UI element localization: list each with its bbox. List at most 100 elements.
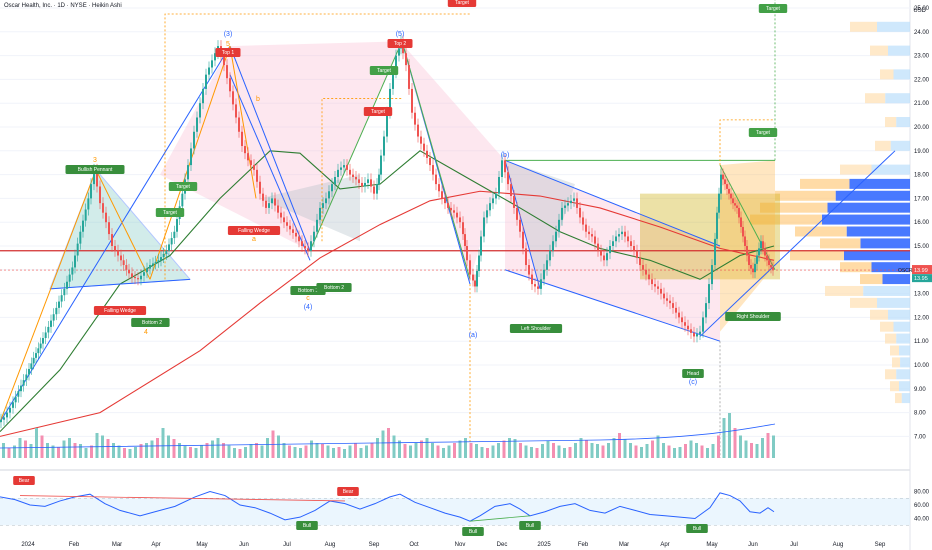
annotation-label: Falling Wedge bbox=[238, 228, 270, 234]
candle bbox=[600, 250, 602, 256]
candle bbox=[87, 198, 90, 210]
volume-bar bbox=[376, 438, 379, 458]
volume-profile-bar-down bbox=[899, 381, 910, 392]
volume-bar bbox=[755, 444, 759, 458]
volume-profile-bar-down bbox=[844, 250, 910, 261]
x-tick-label: Nov bbox=[455, 542, 466, 548]
candle bbox=[211, 60, 213, 68]
candle bbox=[726, 184, 728, 189]
volume-bar bbox=[7, 448, 11, 458]
chart-title: Oscar Health, Inc. · 1D · NYSE · Heikin … bbox=[4, 3, 122, 9]
candle bbox=[730, 193, 732, 199]
target-guide bbox=[719, 119, 775, 166]
volume-bar bbox=[145, 443, 148, 458]
volume-bar bbox=[480, 447, 484, 458]
candle bbox=[79, 231, 82, 244]
volume-ma bbox=[0, 423, 776, 449]
candle bbox=[750, 265, 752, 269]
price-tick-label: 22.00 bbox=[914, 77, 930, 83]
candle bbox=[546, 260, 548, 270]
candle bbox=[25, 374, 28, 381]
candle bbox=[370, 179, 372, 187]
volume-bar bbox=[475, 444, 478, 458]
wave-label: (5) bbox=[396, 31, 405, 38]
candle bbox=[705, 303, 707, 318]
candle bbox=[55, 307, 58, 315]
volume-profile-bar-down bbox=[885, 93, 910, 104]
candle bbox=[140, 275, 142, 280]
candle bbox=[549, 250, 551, 261]
candle bbox=[277, 205, 279, 213]
candle bbox=[367, 179, 369, 183]
volume-bar bbox=[695, 443, 698, 458]
candle bbox=[355, 176, 357, 180]
volume-bar bbox=[293, 447, 297, 458]
candle bbox=[510, 184, 512, 197]
x-tick-label: Aug bbox=[325, 542, 336, 548]
volume-profile-bar-up bbox=[895, 393, 902, 404]
volume-profile-bar-up bbox=[840, 262, 872, 273]
volume-bar bbox=[200, 445, 203, 458]
candle bbox=[438, 184, 440, 192]
candle bbox=[687, 325, 689, 330]
volume-bar bbox=[348, 445, 352, 458]
bottom-shape bbox=[260, 174, 360, 242]
candle bbox=[736, 205, 738, 208]
volume-bar bbox=[425, 438, 429, 458]
candle bbox=[223, 55, 225, 66]
candle bbox=[693, 332, 695, 337]
volume-bar bbox=[161, 428, 165, 458]
volume-profile-bar-down bbox=[849, 178, 910, 189]
volume-bar bbox=[596, 444, 599, 458]
x-tick-label: Aug bbox=[833, 542, 844, 548]
price-tick-label: 10.00 bbox=[914, 363, 930, 369]
volume-bar bbox=[744, 440, 748, 458]
candle bbox=[12, 402, 14, 408]
candle bbox=[343, 165, 345, 168]
candle bbox=[256, 169, 258, 182]
annotation-tag bbox=[447, 0, 477, 7]
moving-average-red bbox=[0, 190, 775, 437]
x-tick-label: Dec bbox=[497, 542, 508, 548]
candle bbox=[498, 176, 500, 194]
volume-profile-bar-down bbox=[871, 164, 910, 175]
candle bbox=[405, 53, 407, 66]
candle bbox=[214, 53, 216, 61]
candle bbox=[579, 207, 581, 218]
candle bbox=[507, 172, 509, 185]
annotation-tag bbox=[227, 226, 281, 235]
candle bbox=[301, 241, 303, 246]
price-tick-label: 8.00 bbox=[914, 411, 926, 417]
candle bbox=[474, 280, 476, 287]
candle bbox=[44, 332, 47, 339]
currency-label: USD bbox=[913, 8, 926, 14]
annotation-tag bbox=[13, 476, 35, 485]
candle bbox=[585, 224, 587, 232]
annotation-tag bbox=[748, 128, 778, 137]
candle bbox=[469, 260, 471, 275]
candle bbox=[199, 103, 201, 118]
volume-profile-bar-up bbox=[870, 45, 888, 56]
candle bbox=[772, 267, 774, 270]
candle bbox=[193, 131, 195, 149]
volume-profile-bar-down bbox=[896, 369, 910, 380]
x-tick-label: Feb bbox=[69, 542, 80, 548]
candle bbox=[226, 65, 228, 79]
candle bbox=[105, 212, 107, 223]
candle bbox=[181, 193, 184, 207]
volume-bar bbox=[458, 440, 462, 458]
volume-bar bbox=[73, 443, 77, 458]
annotation-label: Right Shoulder bbox=[736, 314, 769, 320]
price-tick-label: 9.00 bbox=[914, 387, 926, 393]
annotation-label: Bullish Pennant bbox=[78, 167, 113, 173]
candle bbox=[71, 267, 74, 275]
volume-bar bbox=[750, 443, 753, 458]
volume-profile-bar-up bbox=[840, 164, 872, 175]
trendline bbox=[229, 45, 257, 199]
candle bbox=[196, 117, 198, 132]
price-tag-2-value: 13.95 bbox=[914, 276, 928, 282]
candle bbox=[642, 265, 644, 270]
candle bbox=[501, 160, 503, 177]
candle bbox=[244, 146, 246, 154]
